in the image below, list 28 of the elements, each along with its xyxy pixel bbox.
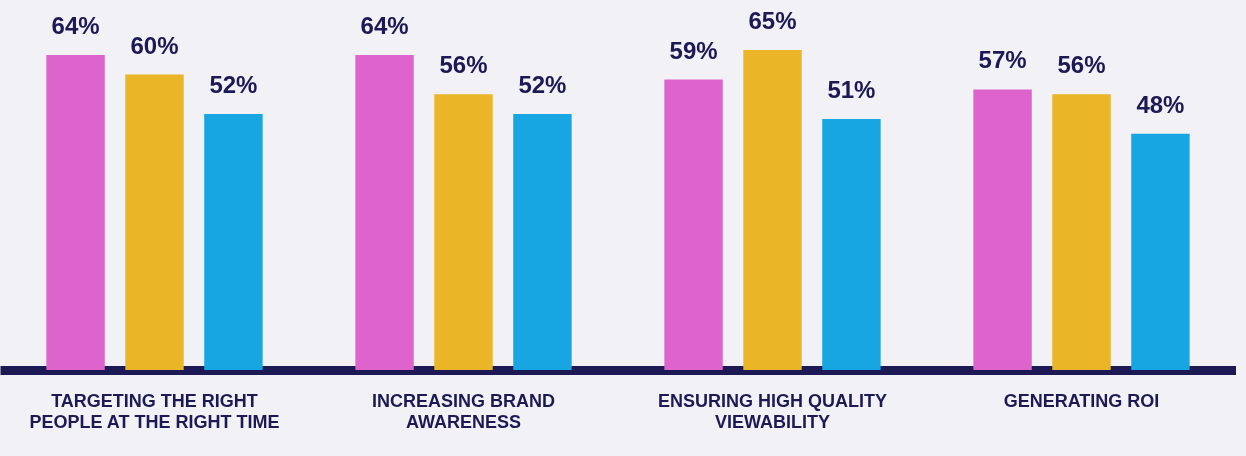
bar xyxy=(973,89,1032,370)
bar xyxy=(664,79,723,370)
bar xyxy=(434,94,493,370)
data-label: 64% xyxy=(360,11,409,39)
bar xyxy=(46,54,105,370)
data-label: 56% xyxy=(1057,51,1106,79)
data-label: 48% xyxy=(1136,90,1185,118)
x-tick-label: INCREASING BRAND AWARENESS xyxy=(371,390,556,432)
bar xyxy=(204,114,263,370)
bar xyxy=(1052,94,1111,370)
data-label: 65% xyxy=(748,7,797,34)
bar xyxy=(822,118,881,370)
x-tick-label: GENERATING ROI xyxy=(1003,390,1160,411)
data-label: 52% xyxy=(518,71,567,98)
x-tick-label: TARGETING THE RIGHT PEOPLE AT THE RIGHT TIME xyxy=(29,390,280,432)
data-label: 60% xyxy=(130,31,179,59)
data-label: 64% xyxy=(51,11,100,39)
bar xyxy=(1131,133,1190,370)
data-label: 52% xyxy=(209,71,258,98)
bar xyxy=(125,74,184,370)
bar xyxy=(513,114,572,370)
x-tick-label: ENSURING HIGH QUALITY VIEWABILITY xyxy=(657,390,888,432)
data-label: 56% xyxy=(439,51,488,79)
bar xyxy=(355,54,414,370)
bar xyxy=(743,50,802,370)
data-label: 59% xyxy=(669,36,718,64)
data-label: 51% xyxy=(827,75,876,103)
data-label: 57% xyxy=(978,46,1027,74)
